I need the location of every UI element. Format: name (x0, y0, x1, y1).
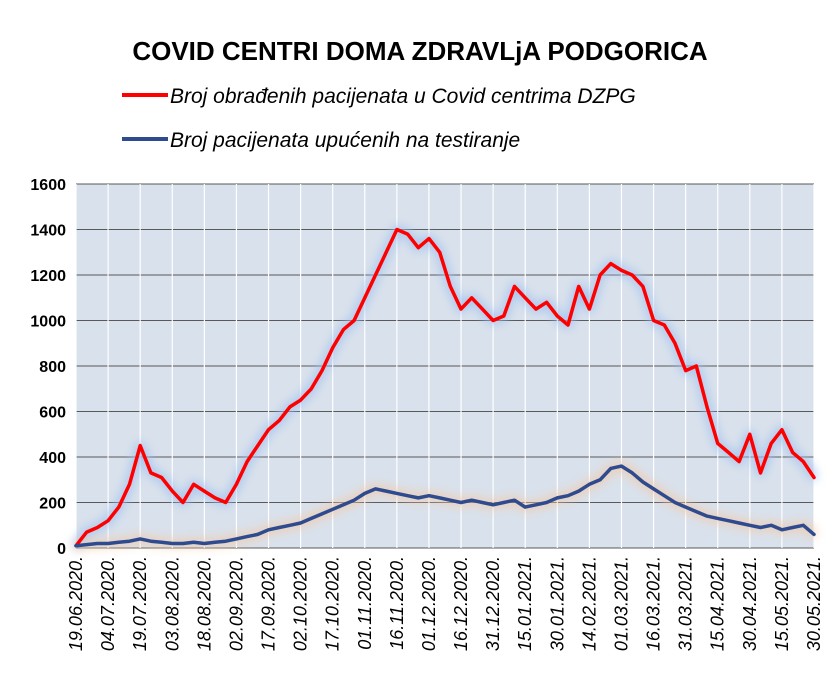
series-layer (74, 227, 816, 548)
y-tick-label: 1200 (30, 268, 66, 285)
x-tick-label: 30.04.2021. (740, 556, 760, 651)
x-tick-label: 16.11.2020. (387, 556, 407, 650)
x-tick-label: 18.08.2020. (194, 556, 214, 651)
x-tick-label: 31.03.2021. (676, 556, 696, 651)
legend: Broj obrađenih pacijenata u Covid centri… (122, 85, 636, 152)
x-tick-label: 01.11.2020. (355, 556, 375, 650)
x-tick-label: 15.05.2021. (772, 556, 792, 651)
y-tick-label: 400 (39, 450, 66, 467)
x-tick-label: 19.07.2020. (130, 556, 150, 651)
x-tick-label: 30.01.2021. (547, 556, 567, 651)
y-tick-label: 600 (39, 405, 66, 422)
legend-item-red: Broj obrađenih pacijenata u Covid centri… (122, 85, 636, 108)
x-tick-label: 17.09.2020. (259, 556, 279, 651)
y-tick-label: 200 (39, 496, 66, 513)
x-tick-label: 19.06.2020. (66, 556, 86, 651)
y-tick-label: 0 (57, 541, 66, 558)
x-tick-labels: 19.06.2020. 04.07.2020. 19.07.2020. 03.08.2… (66, 556, 824, 651)
legend-label-red: Broj obrađenih pacijenata u Covid centri… (170, 85, 636, 108)
x-tick-label: 01.12.2020. (419, 556, 439, 651)
y-tick-labels: 0 200 400 600 800 1000 1200 1400 1600 (30, 177, 66, 558)
x-tick-label: 02.09.2020. (226, 556, 246, 651)
x-tick-label: 14.02.2021. (579, 556, 599, 651)
x-tick-label: 15.04.2021. (708, 556, 728, 651)
y-tick-label: 1600 (30, 177, 66, 194)
x-tick-label: 30.05.2021. (804, 556, 824, 651)
x-tick-label: 01.03.2021. (611, 556, 631, 651)
x-tick-label: 03.08.2020. (162, 556, 182, 651)
y-tick-label: 1400 (30, 223, 66, 240)
x-tick-label: 16.03.2021. (644, 556, 664, 651)
legend-label-blue: Broj pacijenata upućenih na testiranje (170, 129, 520, 152)
x-tick-label: 31.12.2020. (483, 556, 503, 651)
x-tick-label: 16.12.2020. (451, 556, 471, 651)
legend-item-blue: Broj pacijenata upućenih na testiranje (122, 129, 520, 152)
grid-layer (75, 183, 815, 549)
chart-title: COVID CENTRI DOMA ZDRAVLjA PODGORICA (132, 36, 708, 66)
series-line-blue (74, 464, 816, 548)
x-tick-label: 17.10.2020. (323, 556, 343, 651)
y-tick-label: 1000 (30, 314, 66, 331)
y-tick-label: 800 (39, 359, 66, 376)
x-tick-label: 15.01.2021. (515, 556, 535, 651)
x-tick-label: 02.10.2020. (291, 556, 311, 651)
x-tick-label: 04.07.2020. (98, 556, 118, 651)
series-line-red (74, 227, 816, 548)
